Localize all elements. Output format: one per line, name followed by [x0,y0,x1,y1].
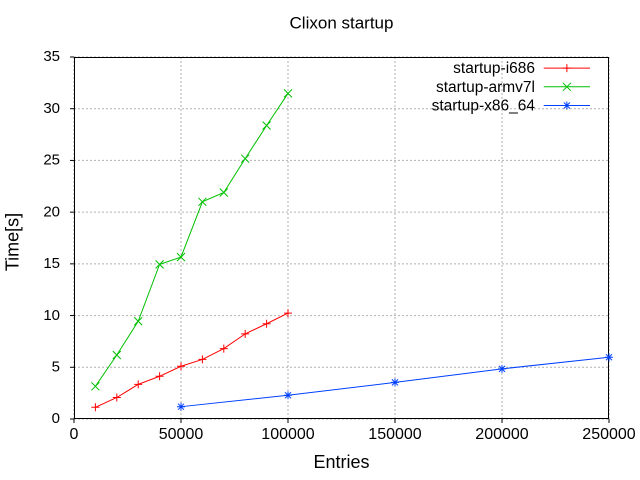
svg-text:Clixon startup: Clixon startup [290,14,394,33]
svg-text:Entries: Entries [313,452,369,472]
svg-text:100000: 100000 [261,426,314,443]
svg-text:20: 20 [43,203,60,220]
svg-text:200000: 200000 [475,426,528,443]
svg-text:35: 35 [43,48,60,65]
svg-text:startup-i686: startup-i686 [453,60,535,77]
svg-text:250000: 250000 [582,426,635,443]
svg-text:25: 25 [43,152,60,169]
svg-text:5: 5 [52,358,60,375]
svg-text:150000: 150000 [368,426,421,443]
svg-text:Time[s]: Time[s] [3,213,23,271]
svg-text:50000: 50000 [159,426,204,443]
svg-text:0: 0 [52,410,60,427]
svg-text:10: 10 [43,307,60,324]
svg-text:startup-armv7l: startup-armv7l [436,79,535,96]
svg-text:30: 30 [43,100,60,117]
svg-text:15: 15 [43,255,60,272]
svg-text:startup-x86_64: startup-x86_64 [432,98,536,115]
svg-text:0: 0 [70,426,79,443]
